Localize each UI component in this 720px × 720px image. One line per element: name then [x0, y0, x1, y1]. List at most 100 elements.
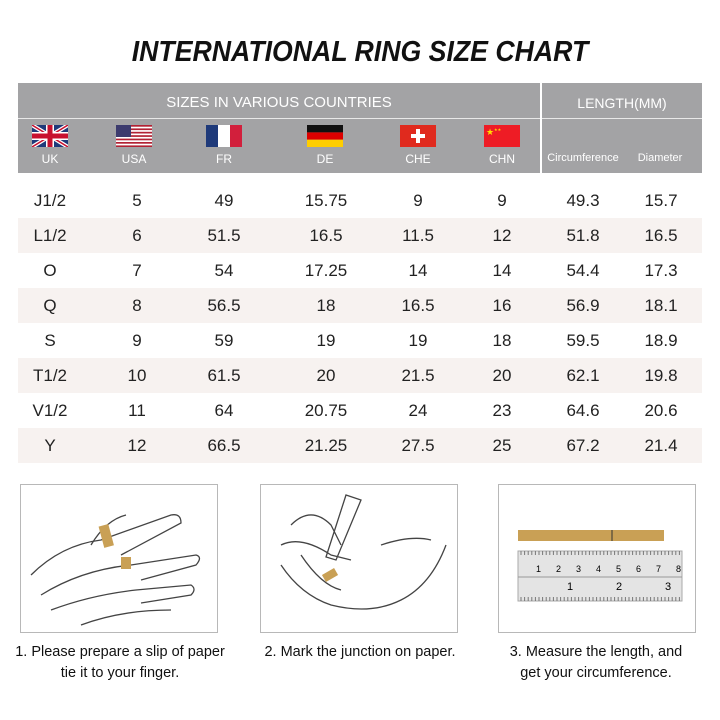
cell-fr: 61.5 — [207, 366, 241, 385]
cell-fr: 56.5 — [207, 296, 241, 315]
cell-uk: S — [44, 331, 56, 350]
step-1-line-1: 1. Please prepare a slip of paper — [15, 644, 225, 660]
cell-fr: 51.5 — [207, 226, 241, 245]
ruler-mm-label: 6 — [636, 564, 641, 574]
cell-circumference: 59.5 — [566, 331, 600, 350]
cell-de: 17.25 — [304, 261, 348, 280]
country-usa: USA — [121, 152, 147, 166]
step-3-line-2: get your circumference. — [520, 665, 672, 681]
cell-uk: L1/2 — [33, 226, 67, 245]
cell-de: 20 — [316, 366, 336, 385]
ruler-mm-label: 3 — [576, 564, 581, 574]
ruler-inch-label: 3 — [665, 581, 671, 593]
cell-fr: 49 — [214, 191, 234, 210]
table-row: L1/2 6 51.5 16.5 11.5 12 51.8 16.5 — [18, 218, 702, 253]
germany-flag-icon — [307, 125, 343, 147]
cell-usa: 12 — [127, 436, 147, 455]
cell-uk: V1/2 — [32, 401, 68, 420]
uk-flag-icon — [32, 125, 68, 147]
cell-usa: 6 — [132, 226, 142, 245]
cell-usa: 9 — [132, 331, 142, 350]
cell-chn: 23 — [492, 401, 512, 420]
cell-de: 15.75 — [304, 191, 348, 210]
cell-chn: 16 — [492, 296, 512, 315]
cell-uk: Y — [44, 436, 56, 455]
svg-text:★★: ★★ — [494, 127, 502, 132]
cell-chn: 9 — [497, 191, 507, 210]
length-header: LENGTH(MM) Circumference Diameter — [542, 83, 702, 173]
cell-de: 20.75 — [304, 401, 348, 420]
cell-usa: 5 — [132, 191, 142, 210]
hand-mark-pen-icon — [280, 494, 447, 610]
cell-diameter: 15.7 — [644, 191, 678, 210]
step-1-line-2: tie it to your finger. — [60, 665, 180, 681]
cell-che: 19 — [408, 331, 428, 350]
cell-de: 16.5 — [309, 226, 343, 245]
step-2-caption: 2. Mark the junction on paper. — [240, 642, 480, 663]
cell-circumference: 64.6 — [566, 401, 600, 420]
cell-circumference: 51.8 — [566, 226, 600, 245]
cell-circumference: 54.4 — [566, 261, 600, 280]
ruler-mm-label: 2 — [556, 564, 561, 574]
step-3-line-1: 3. Measure the length, and — [509, 644, 683, 660]
country-chn: CHN — [489, 152, 515, 166]
usa-flag-icon — [116, 125, 152, 147]
china-flag-icon: ★ ★★ — [484, 125, 520, 147]
cell-diameter: 17.3 — [644, 261, 678, 280]
length-header-label: LENGTH(MM) — [577, 95, 667, 111]
cell-fr: 54 — [214, 261, 234, 280]
table-row: Y 12 66.5 21.25 27.5 25 67.2 21.4 — [18, 428, 702, 463]
ruler-mm-label: 7 — [656, 564, 661, 574]
cell-usa: 11 — [128, 401, 146, 420]
cell-diameter: 18.9 — [644, 331, 678, 350]
svg-text:★: ★ — [486, 127, 494, 137]
ruler — [517, 550, 683, 602]
cell-che: 24 — [408, 401, 428, 420]
table-row: Q 8 56.5 18 16.5 16 56.9 18.1 — [18, 288, 702, 323]
cell-fr: 64 — [214, 401, 234, 420]
step-1-illustration — [20, 484, 218, 633]
cell-diameter: 18.1 — [644, 296, 678, 315]
step-3-caption: 3. Measure the length, and get your circ… — [476, 642, 716, 684]
switzerland-flag-icon — [400, 125, 436, 147]
cell-de: 19 — [316, 331, 336, 350]
cell-diameter: 19.8 — [644, 366, 678, 385]
table-row: J1/2 5 49 15.75 9 9 49.3 15.7 — [18, 183, 702, 218]
cell-chn: 18 — [492, 331, 512, 350]
cell-circumference: 56.9 — [566, 296, 600, 315]
country-fr: FR — [216, 152, 232, 166]
cell-fr: 66.5 — [207, 436, 241, 455]
table-row: S 9 59 19 19 18 59.5 18.9 — [18, 323, 702, 358]
ruler-inch-label: 1 — [567, 581, 573, 593]
cell-chn: 20 — [492, 366, 512, 385]
cell-che: 9 — [413, 191, 423, 210]
ruler-mm-label: 1 — [536, 564, 541, 574]
step-2-line-1: 2. Mark the junction on paper. — [264, 644, 456, 660]
ruler-measure-icon: 1 2 3 4 5 6 7 81 2 3 — [517, 530, 683, 602]
cell-uk: J1/2 — [33, 191, 67, 210]
step-2-illustration — [260, 484, 458, 633]
cell-uk: O — [43, 261, 57, 280]
cell-usa: 10 — [127, 366, 147, 385]
country-uk: UK — [41, 152, 59, 166]
ruler-inch-label: 2 — [616, 581, 622, 593]
sizes-header-label: SIZES IN VARIOUS COUNTRIES — [166, 94, 392, 111]
cell-fr: 59 — [214, 331, 234, 350]
cell-circumference: 49.3 — [566, 191, 600, 210]
table-row: O 7 54 17.25 14 14 54.4 17.3 — [18, 253, 702, 288]
cell-chn: 25 — [492, 436, 512, 455]
step-1-caption: 1. Please prepare a slip of paper tie it… — [0, 642, 240, 684]
cell-usa: 7 — [132, 261, 142, 280]
sizes-header: SIZES IN VARIOUS COUNTRIES — [18, 83, 540, 173]
cell-diameter: 21.4 — [644, 436, 678, 455]
circumference-label: Circumference — [547, 152, 619, 164]
cell-diameter: 20.6 — [644, 401, 678, 420]
country-de: DE — [316, 152, 334, 166]
hand-tie-paper-icon — [30, 514, 201, 626]
table-row: T1/2 10 61.5 20 21.5 20 62.1 19.8 — [18, 358, 702, 393]
cell-uk: T1/2 — [32, 366, 68, 385]
paper-strip — [518, 530, 664, 541]
cell-de: 21.25 — [304, 436, 348, 455]
cell-che: 11.5 — [402, 226, 434, 245]
